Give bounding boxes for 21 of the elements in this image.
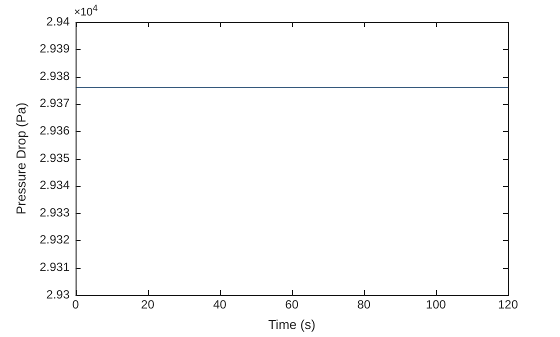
x-tick-label: 100 xyxy=(426,298,446,312)
text: ×10$^{4}$ xyxy=(74,3,98,19)
y-tick-label: 2.935 xyxy=(40,150,70,165)
y-tick-label: 2.937 xyxy=(40,96,70,110)
x-tick-label: 40 xyxy=(213,298,227,312)
x-tick-label: 80 xyxy=(357,298,371,312)
y-tick-label: 2.939 xyxy=(40,42,70,56)
y-tick-label: 2.931 xyxy=(40,260,70,274)
x-tick-label: 120 xyxy=(498,298,518,312)
x-axis-title: Time (s) xyxy=(268,316,316,332)
y-tick-label: 2.93 xyxy=(46,287,70,302)
x-tick-label: 20 xyxy=(141,298,155,312)
y-axis-title: Pressure Drop (Pa) xyxy=(13,102,28,214)
y-tick-label: 2.94 xyxy=(46,14,70,28)
x-tick-label: 0 xyxy=(72,298,80,312)
x-tick-label: 60 xyxy=(285,298,299,312)
y-tick-label: 2.933 xyxy=(40,205,70,220)
y-tick-label: 2.938 xyxy=(40,68,70,83)
y-tick-label: 2.932 xyxy=(40,232,70,247)
y-tick-label: 2.934 xyxy=(40,178,70,192)
y-tick-label: 2.936 xyxy=(40,124,70,138)
